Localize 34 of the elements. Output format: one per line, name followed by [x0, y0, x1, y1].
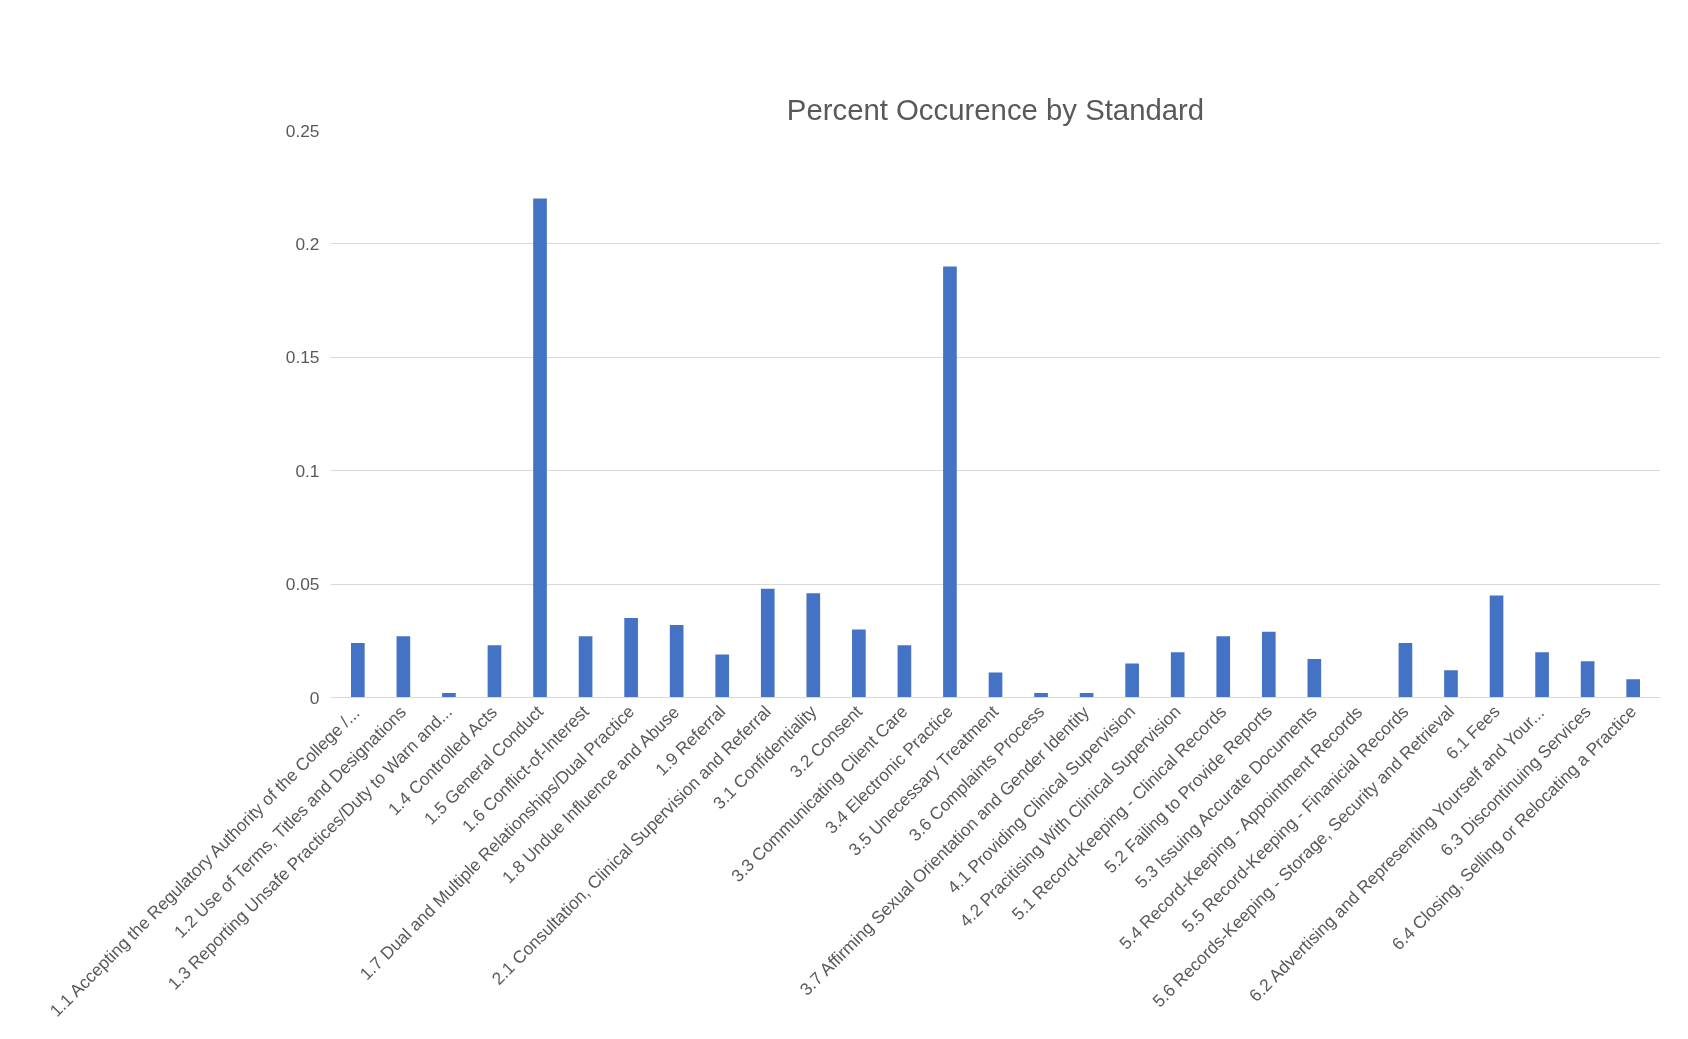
bar	[487, 645, 502, 698]
bar	[1261, 631, 1276, 698]
bar	[1444, 670, 1458, 698]
bar	[578, 636, 593, 698]
y-tick-label: 0.15	[285, 347, 320, 368]
bar	[1398, 643, 1413, 698]
bar	[1580, 661, 1595, 698]
bar	[624, 618, 638, 698]
bar	[351, 643, 365, 698]
y-tick-label: 0.1	[295, 460, 320, 481]
bar	[1170, 652, 1185, 698]
bar	[988, 672, 1003, 698]
bar	[852, 629, 866, 698]
bar	[760, 588, 775, 698]
bar	[715, 654, 730, 698]
bar	[1489, 595, 1504, 698]
bar	[806, 593, 821, 698]
bar	[1307, 658, 1322, 698]
bar	[943, 266, 957, 698]
bar	[1125, 663, 1139, 698]
bar	[1034, 692, 1048, 698]
chart-title: Percent Occurence by Standard	[786, 92, 1205, 126]
y-tick-label: 0.05	[285, 574, 320, 595]
bar	[1216, 636, 1231, 698]
bar	[533, 198, 547, 698]
bar	[1626, 679, 1640, 698]
bar	[396, 636, 411, 698]
y-tick-label: 0	[309, 687, 320, 708]
bar	[897, 645, 912, 698]
bar	[669, 624, 684, 698]
bar	[442, 692, 456, 698]
y-tick-label: 0.25	[285, 120, 320, 141]
bar	[1535, 652, 1549, 698]
y-tick-label: 0.2	[295, 233, 320, 254]
